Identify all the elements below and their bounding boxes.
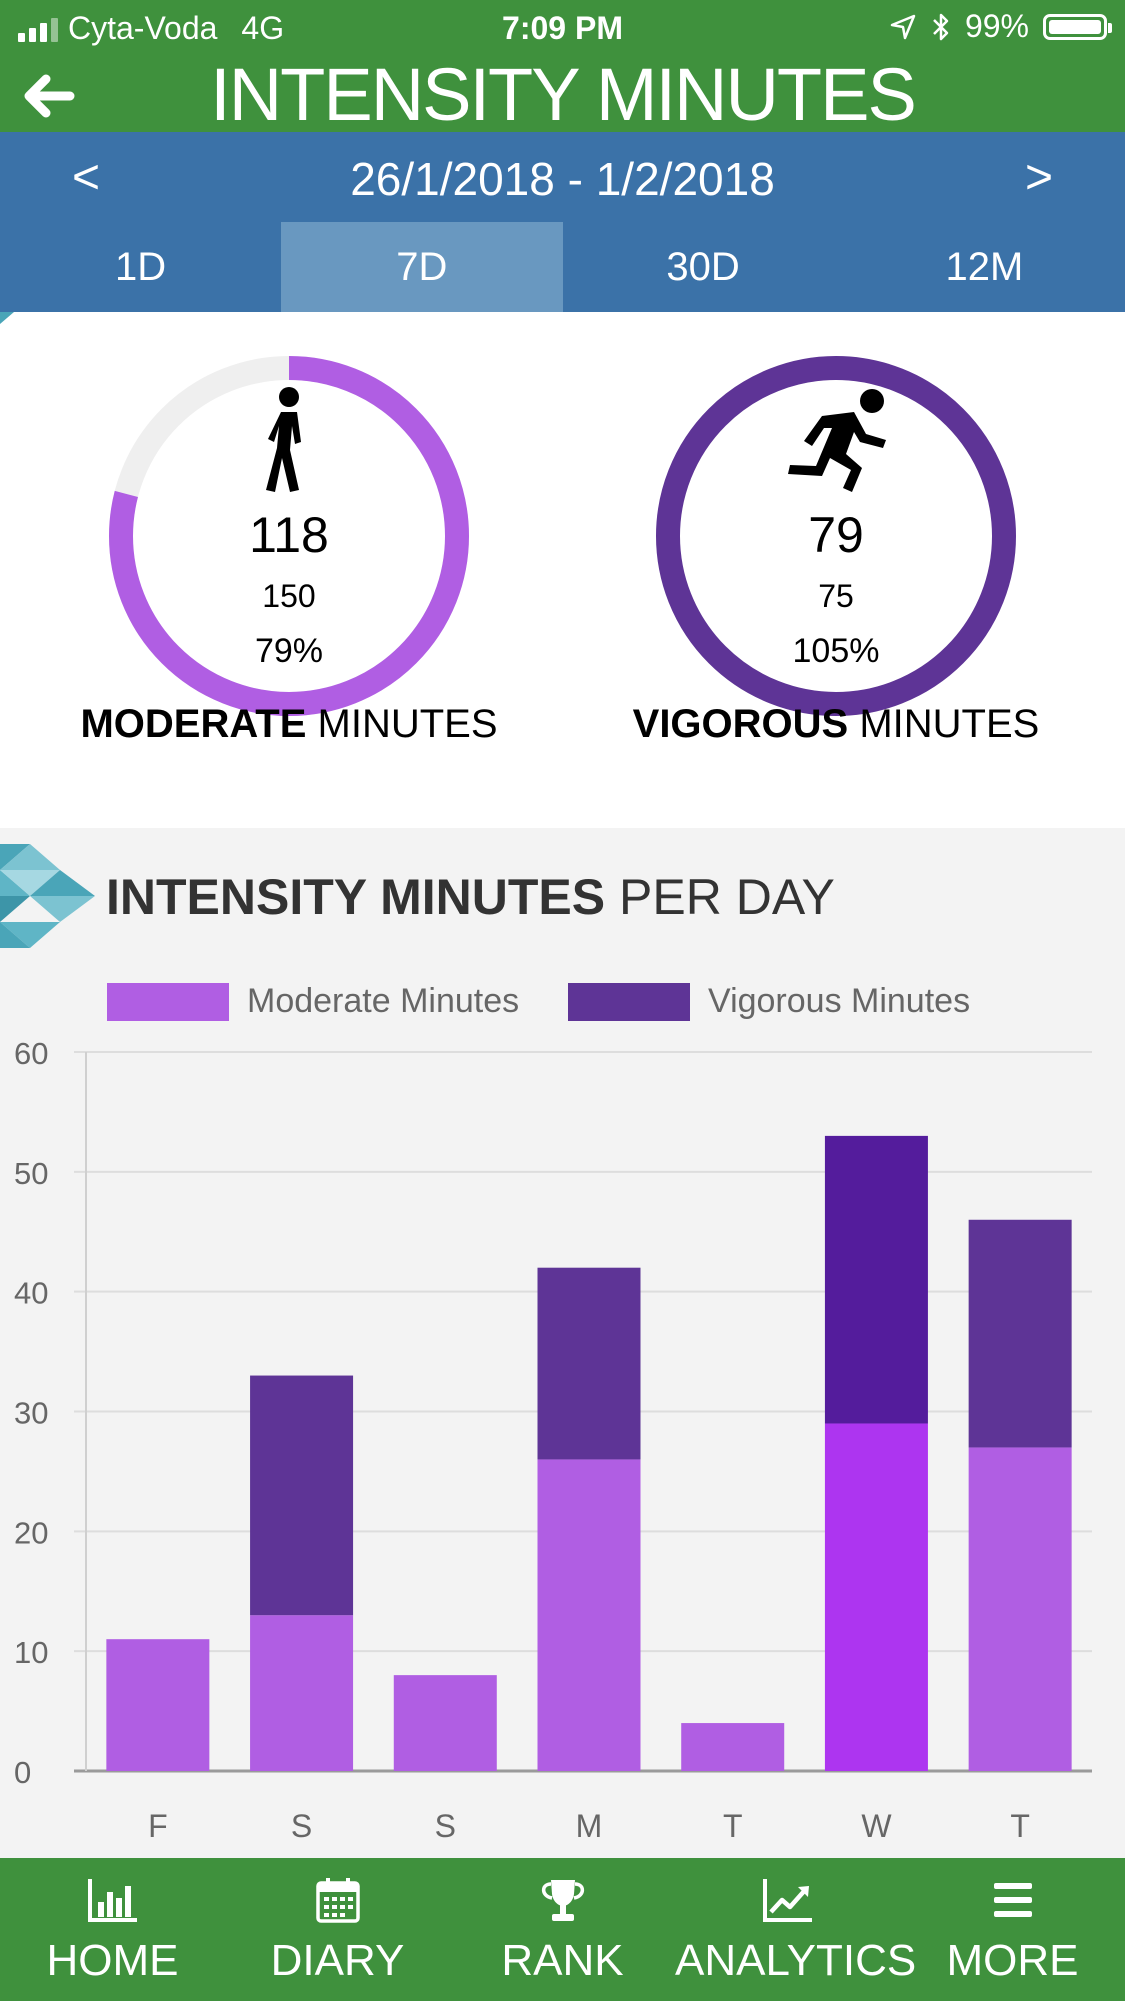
back-arrow-icon[interactable]: [18, 66, 78, 126]
moderate-caption-rest: MINUTES: [306, 702, 498, 746]
vigorous-caption-bold: VIGOROUS: [632, 702, 849, 746]
bar-chart-icon: [87, 1879, 137, 1922]
bar-vigorous: [968, 1219, 1072, 1448]
x-tick-label: S: [435, 1808, 456, 1844]
battery-icon: [1043, 13, 1112, 40]
x-tick-label: W: [861, 1808, 892, 1844]
bar-moderate: [106, 1639, 210, 1771]
corner-accent: [0, 312, 14, 324]
location-icon: [890, 14, 916, 39]
y-tick-label: 50: [14, 1156, 48, 1191]
next-period-button[interactable]: >: [1024, 151, 1053, 204]
tab-7d[interactable]: 7D: [281, 222, 563, 312]
bar-vigorous: [250, 1375, 354, 1616]
vigorous-percent: 105%: [792, 632, 880, 670]
nav-analytics[interactable]: ANALYTICS: [675, 1858, 917, 2001]
y-tick-label: 60: [14, 1036, 48, 1071]
signal-icon: [18, 16, 58, 42]
moderate-card: 118 150 79%: [99, 346, 479, 726]
x-tick-label: S: [291, 1808, 312, 1844]
y-tick-label: 40: [14, 1276, 48, 1311]
chart-title: INTENSITY MINUTES PER DAY: [106, 868, 835, 926]
nav-home-label: HOME: [46, 1936, 179, 1985]
chart-title-rest: PER DAY: [605, 869, 835, 925]
trophy-icon: [541, 1880, 584, 1921]
network-label: 4G: [241, 10, 285, 46]
x-tick-label: T: [723, 1808, 743, 1844]
moderate-value: 118: [249, 507, 329, 563]
legend-swatch-vigorous: [568, 982, 690, 1021]
nav-rank[interactable]: RANK: [450, 1858, 675, 2001]
x-tick-label: F: [148, 1808, 168, 1844]
bar-chart: 0 10 20 30 40 50 60 F S S M T W T: [14, 1036, 1092, 1844]
y-tick-label: 20: [14, 1515, 48, 1550]
vigorous-goal: 75: [818, 578, 854, 614]
legend-label-vigorous: Vigorous Minutes: [708, 982, 971, 1020]
nav-diary-label: DIARY: [270, 1936, 405, 1985]
tab-30d[interactable]: 30D: [666, 245, 740, 289]
legend-label-moderate: Moderate Minutes: [247, 982, 520, 1020]
status-time: 7:09 PM: [502, 10, 623, 46]
carrier-label: Cyta-Voda: [68, 10, 218, 46]
bluetooth-icon: [933, 13, 949, 40]
legend-item-vigorous: Vigorous Minutes: [568, 982, 970, 1021]
title-bar: INTENSITY MINUTES: [0, 53, 1125, 136]
moderate-caption: MODERATE MINUTES: [29, 702, 549, 747]
legend-item-moderate: Moderate Minutes: [107, 982, 519, 1021]
moderate-caption-bold: MODERATE: [80, 702, 307, 746]
nav-diary[interactable]: DIARY: [225, 1858, 450, 2001]
bar-moderate: [250, 1615, 354, 1771]
date-range: 26/1/2018 - 1/2/2018: [350, 153, 775, 205]
prev-period-button[interactable]: <: [72, 151, 101, 204]
summary-rings: 118 150 79% MODERATE MINUTES 79 75 105% …: [0, 312, 1125, 828]
tab-12m[interactable]: 12M: [945, 245, 1024, 289]
moderate-ring: [109, 356, 469, 716]
nav-more[interactable]: MORE: [900, 1858, 1125, 2001]
vigorous-card: 79 75 105%: [646, 346, 1026, 726]
status-bar: Cyta-Voda 4G 7:09 PM 99%: [0, 0, 1125, 60]
y-tick-label: 30: [14, 1396, 48, 1431]
moderate-percent: 79%: [254, 632, 324, 670]
x-tick-label: T: [1010, 1808, 1030, 1844]
running-icon: [788, 389, 886, 492]
bar-moderate: [393, 1675, 497, 1771]
legend-swatch-moderate: [107, 982, 229, 1021]
bar-vigorous: [537, 1267, 641, 1460]
bar-vigorous: [824, 1135, 928, 1424]
trend-icon: [762, 1879, 812, 1922]
vigorous-value: 79: [808, 507, 864, 563]
calendar-icon: [315, 1878, 360, 1923]
bar-moderate: [824, 1423, 928, 1771]
chart-section: INTENSITY MINUTES PER DAY Moderate Minut…: [0, 828, 1125, 1858]
moderate-goal: 150: [262, 578, 316, 614]
chart-title-bold: INTENSITY MINUTES: [106, 869, 606, 925]
vigorous-caption: VIGOROUS MINUTES: [576, 702, 1096, 747]
walking-icon: [266, 387, 301, 492]
bottom-navigation: HOME DIARY RANK ANALYTICS MOR: [0, 1858, 1125, 2001]
nav-analytics-label: ANALYTICS: [675, 1936, 917, 1985]
x-tick-label: M: [576, 1808, 603, 1844]
vigorous-caption-rest: MINUTES: [848, 702, 1040, 746]
y-tick-label: 0: [14, 1755, 31, 1790]
bar-moderate: [968, 1447, 1072, 1771]
battery-percent: 99%: [964, 8, 1029, 44]
y-tick-label: 10: [14, 1635, 48, 1670]
bar-moderate: [681, 1723, 785, 1771]
period-tabs: 1D 7D 30D 12M: [0, 222, 1125, 312]
section-marker-icon: [0, 844, 95, 948]
nav-rank-label: RANK: [501, 1936, 624, 1985]
bar-moderate: [537, 1459, 641, 1771]
page-title: INTENSITY MINUTES: [210, 53, 917, 136]
menu-icon: [993, 1883, 1032, 1917]
date-navigation: < 26/1/2018 - 1/2/2018 > 1D 7D 30D 12M: [0, 132, 1125, 312]
vigorous-ring: [656, 356, 1016, 716]
nav-home[interactable]: HOME: [0, 1858, 225, 2001]
tab-1d[interactable]: 1D: [115, 245, 167, 289]
nav-more-label: MORE: [946, 1936, 1079, 1985]
